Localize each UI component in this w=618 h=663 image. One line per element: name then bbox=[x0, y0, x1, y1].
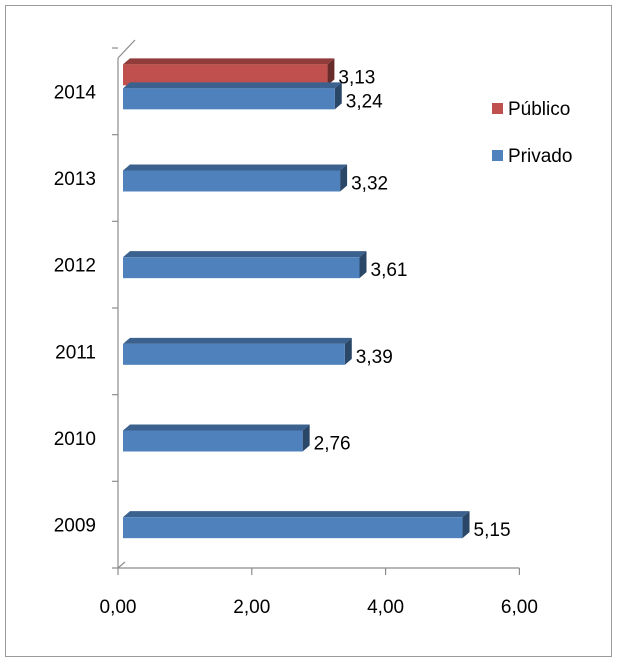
legend-swatch-publico bbox=[492, 103, 503, 114]
bar-privado bbox=[123, 424, 310, 452]
y-axis-top-depth bbox=[117, 39, 136, 59]
data-label: 3,13 bbox=[338, 67, 375, 88]
bar-front-face bbox=[123, 64, 328, 86]
bar-privado bbox=[123, 82, 342, 110]
chart-frame bbox=[5, 5, 612, 657]
y-tick-label: 2010 bbox=[54, 429, 96, 450]
bar-side-face bbox=[359, 251, 367, 279]
bar-privado bbox=[123, 164, 348, 192]
bar-front-face bbox=[123, 88, 335, 110]
x-tick-label: 2,00 bbox=[233, 597, 270, 618]
bar-front-face bbox=[123, 430, 303, 452]
chart-labels: 5,15 2,76 3,39 3,61 3,32 3,13 3,24 bbox=[314, 67, 511, 541]
legend-swatch-privado bbox=[492, 150, 503, 161]
bar-top-face bbox=[123, 164, 348, 171]
data-label: 3,32 bbox=[351, 174, 388, 195]
bar-privado bbox=[123, 337, 352, 365]
bar-side-face bbox=[334, 82, 342, 110]
y-tick-label: 2009 bbox=[54, 516, 96, 537]
y-tick-label: 2011 bbox=[55, 342, 96, 363]
bar-side-face bbox=[327, 58, 335, 86]
chart-axes: 0,00 2,00 4,00 6,00 2009 2010 2011 2012 2013 2014 bbox=[54, 39, 538, 618]
bar-privado bbox=[123, 511, 470, 539]
chart-legend: Público Privado bbox=[492, 99, 572, 167]
data-label: 3,24 bbox=[346, 91, 383, 112]
bar-top-face bbox=[123, 424, 310, 431]
bar-top-face bbox=[123, 58, 335, 65]
bar-publico bbox=[123, 58, 335, 86]
bar-top-face bbox=[123, 337, 352, 344]
bar-top-face bbox=[123, 511, 470, 518]
legend-label-publico: Público bbox=[508, 99, 570, 120]
bar-top-face bbox=[123, 251, 367, 258]
x-tick-label: 4,00 bbox=[367, 597, 404, 618]
data-label: 3,61 bbox=[371, 260, 408, 281]
bar-side-face bbox=[302, 424, 310, 452]
bar-front-face bbox=[123, 257, 360, 279]
data-label: 2,76 bbox=[314, 434, 351, 455]
bar-top-face bbox=[123, 82, 342, 89]
y-tick-label: 2013 bbox=[54, 169, 96, 190]
y-tick-label: 2012 bbox=[54, 256, 96, 277]
x-tick-label: 6,00 bbox=[501, 597, 538, 618]
bar-front-face bbox=[123, 170, 341, 192]
data-label: 3,39 bbox=[356, 347, 393, 368]
bar-side-face bbox=[462, 511, 470, 539]
floor-depth-line bbox=[117, 561, 126, 569]
bar-side-face bbox=[340, 164, 348, 192]
bar-front-face bbox=[123, 517, 463, 539]
y-tick-label: 2014 bbox=[54, 82, 97, 103]
legend-label-privado: Privado bbox=[508, 146, 572, 167]
chart-bars bbox=[123, 58, 470, 539]
bar-side-face bbox=[344, 337, 352, 365]
bar-privado bbox=[123, 251, 367, 279]
x-tick-label: 0,00 bbox=[100, 597, 137, 618]
data-label: 5,15 bbox=[474, 520, 511, 541]
bar-front-face bbox=[123, 343, 345, 365]
